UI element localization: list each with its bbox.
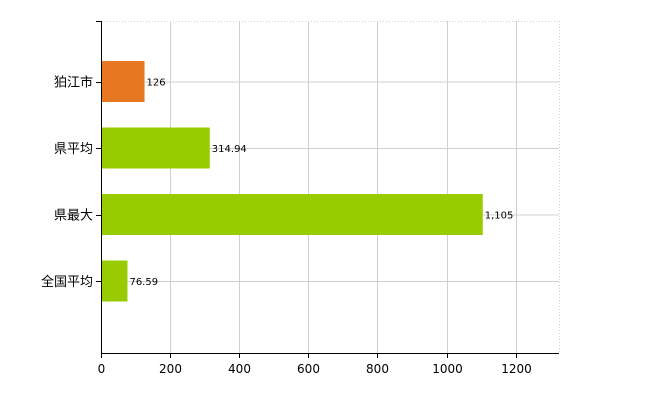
data-label: 126 — [147, 78, 166, 89]
category-label: 全国平均 — [41, 274, 93, 290]
bar — [102, 61, 145, 102]
data-label: 1,105 — [485, 211, 514, 222]
x-tick-label: 400 — [228, 362, 251, 376]
category-label: 県平均 — [54, 142, 93, 157]
bar — [102, 260, 128, 302]
x-tick-label: 0 — [98, 362, 106, 376]
labels: 0 200 400 600 800 1000 1200 狛江市 126 県平均 314.94 県最大 1… — [41, 75, 532, 377]
axes — [96, 21, 559, 358]
category-label: 県最大 — [54, 209, 93, 224]
x-tick-label: 1000 — [432, 362, 463, 376]
data-label: 314.94 — [212, 144, 247, 155]
bars — [102, 61, 483, 302]
category-label: 狛江市 — [54, 75, 93, 91]
bar — [102, 127, 210, 169]
x-tick-label: 800 — [366, 362, 389, 376]
x-tick-label: 1200 — [501, 362, 532, 376]
bar — [102, 194, 483, 235]
x-tick-label: 600 — [297, 362, 320, 376]
grid-lines — [101, 21, 560, 353]
data-label: 76.59 — [129, 277, 158, 288]
x-tick-label: 200 — [159, 362, 182, 376]
